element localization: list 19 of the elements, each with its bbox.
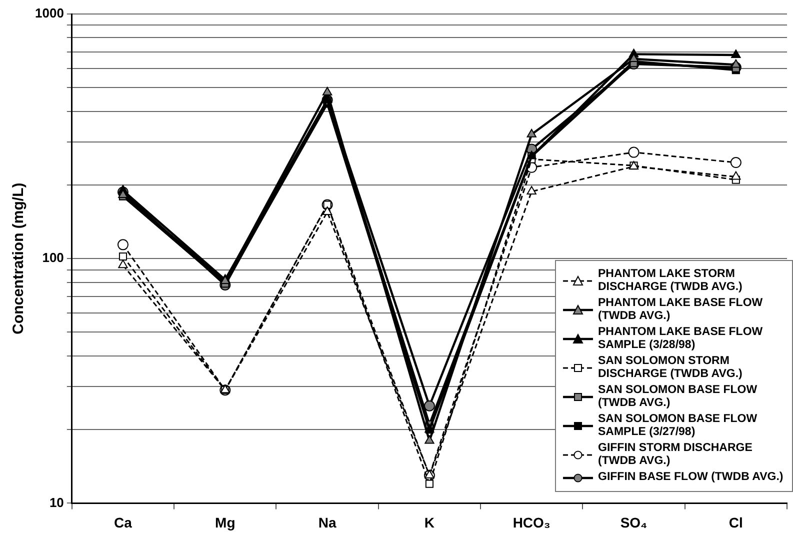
- legend-label: SAN SOLOMON BASE FLOW (TWDB AVG.): [598, 384, 758, 410]
- legend-label: PHANTOM LAKE STORM DISCHARGE (TWDB AVG.): [598, 268, 744, 294]
- x-tick-label: SO₄: [620, 514, 648, 530]
- y-axis-title: Concentration (mg/L): [10, 182, 28, 334]
- legend-label: GIFFIN STORM DISCHARGE (TWDB AVG.): [598, 442, 754, 468]
- legend-label: PHANTOM LAKE BASE FLOW SAMPLE (3/28/98): [598, 326, 764, 352]
- x-tick-label: Mg: [215, 514, 236, 530]
- legend-label: SAN SOLOMON STORM DISCHARGE (TWDB AVG.): [598, 355, 744, 381]
- x-tick-label: K: [424, 514, 435, 530]
- x-tick-label: Na: [318, 514, 336, 530]
- legend-label: SAN SOLOMON BASE FLOW SAMPLE (3/27/98): [598, 413, 758, 439]
- y-tick-label: 1000: [35, 6, 64, 21]
- y-tick-label: 10: [49, 494, 64, 510]
- x-tick-label: Cl: [728, 514, 743, 530]
- legend-label: PHANTOM LAKE BASE FLOW (TWDB AVG.): [598, 297, 764, 323]
- y-tick-label: 100: [42, 250, 64, 266]
- x-tick-label: HCO₃: [512, 514, 550, 530]
- x-tick-label: Ca: [114, 514, 132, 530]
- legend-label: GIFFIN BASE FLOW (TWDB AVG.): [598, 471, 784, 484]
